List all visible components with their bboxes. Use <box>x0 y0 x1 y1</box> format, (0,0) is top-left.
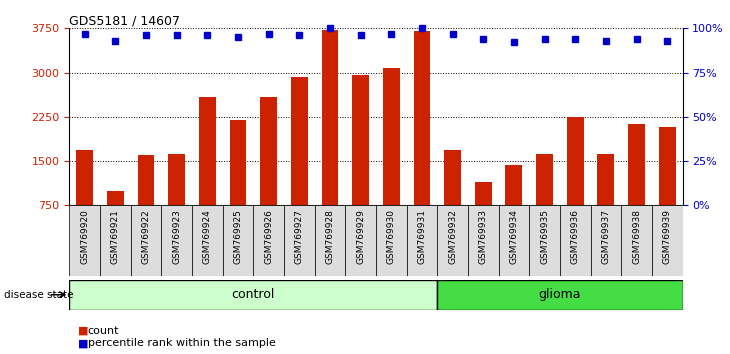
Bar <box>321 30 339 205</box>
Bar <box>566 117 584 205</box>
Bar <box>76 150 93 205</box>
Bar <box>100 205 131 276</box>
Bar <box>474 182 492 205</box>
Bar <box>468 205 499 276</box>
Text: ■: ■ <box>78 338 88 348</box>
Text: GSM769931: GSM769931 <box>418 209 426 264</box>
Bar <box>628 124 645 205</box>
Text: GSM769933: GSM769933 <box>479 209 488 264</box>
Text: glioma: glioma <box>539 288 581 301</box>
Bar <box>253 205 284 276</box>
Bar <box>137 155 155 205</box>
Bar <box>536 154 553 205</box>
Text: GSM769925: GSM769925 <box>234 209 242 264</box>
Bar <box>131 205 161 276</box>
Bar <box>291 77 308 205</box>
Bar <box>352 75 369 205</box>
Bar <box>560 205 591 276</box>
Bar <box>376 205 407 276</box>
Text: GSM769939: GSM769939 <box>663 209 672 264</box>
Bar <box>199 97 216 205</box>
Bar <box>69 280 437 310</box>
Text: GSM769937: GSM769937 <box>602 209 610 264</box>
Bar <box>529 205 560 276</box>
Bar <box>260 97 277 205</box>
Text: GSM769926: GSM769926 <box>264 209 273 264</box>
Bar <box>345 205 376 276</box>
Bar <box>407 205 437 276</box>
Bar <box>161 205 192 276</box>
Bar <box>223 205 253 276</box>
Text: GSM769930: GSM769930 <box>387 209 396 264</box>
Text: GSM769929: GSM769929 <box>356 209 365 264</box>
Bar <box>591 205 621 276</box>
Text: percentile rank within the sample: percentile rank within the sample <box>88 338 275 348</box>
Text: GSM769935: GSM769935 <box>540 209 549 264</box>
Text: ■: ■ <box>78 326 88 336</box>
Bar <box>505 165 523 205</box>
Bar <box>437 280 683 310</box>
Bar <box>168 154 185 205</box>
Bar <box>413 31 431 205</box>
Text: GSM769932: GSM769932 <box>448 209 457 264</box>
Text: GSM769920: GSM769920 <box>80 209 89 264</box>
Text: GSM769921: GSM769921 <box>111 209 120 264</box>
Bar <box>383 68 400 205</box>
Bar <box>658 127 676 205</box>
Text: count: count <box>88 326 119 336</box>
Text: GSM769923: GSM769923 <box>172 209 181 264</box>
Bar <box>284 205 315 276</box>
Bar <box>652 205 683 276</box>
Bar <box>107 190 124 205</box>
Text: GSM769934: GSM769934 <box>510 209 518 264</box>
Bar <box>315 205 345 276</box>
Bar <box>444 150 461 205</box>
Bar <box>597 154 615 205</box>
Text: GSM769924: GSM769924 <box>203 209 212 264</box>
Text: GSM769922: GSM769922 <box>142 209 150 264</box>
Text: control: control <box>231 288 275 301</box>
Bar <box>192 205 223 276</box>
Text: GDS5181 / 14607: GDS5181 / 14607 <box>69 14 180 27</box>
Text: GSM769938: GSM769938 <box>632 209 641 264</box>
Bar <box>229 120 247 205</box>
Text: GSM769927: GSM769927 <box>295 209 304 264</box>
Text: GSM769928: GSM769928 <box>326 209 334 264</box>
Bar <box>621 205 652 276</box>
Text: disease state: disease state <box>4 290 73 300</box>
Bar <box>499 205 529 276</box>
Bar <box>437 205 468 276</box>
Text: GSM769936: GSM769936 <box>571 209 580 264</box>
Bar <box>69 205 100 276</box>
